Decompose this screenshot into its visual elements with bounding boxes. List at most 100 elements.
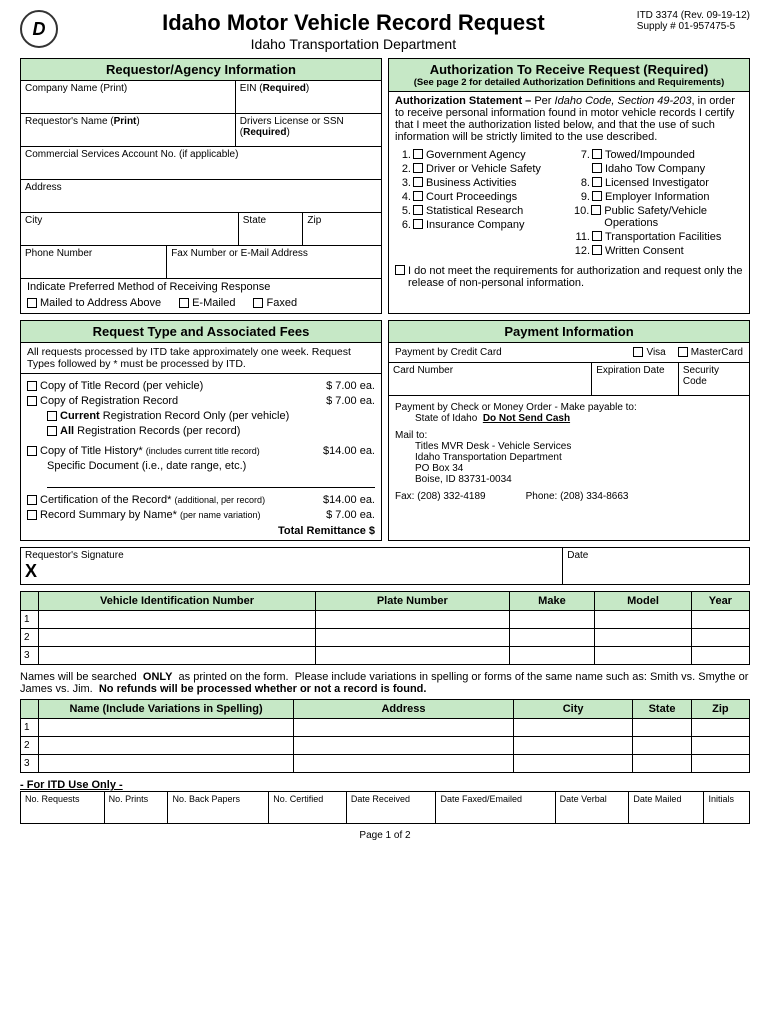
sig-label: Requestor's Signature bbox=[25, 550, 558, 561]
zip-label: Zip bbox=[307, 215, 321, 226]
addr-header: Address bbox=[294, 700, 514, 719]
state-input[interactable] bbox=[633, 755, 691, 773]
state-input[interactable] bbox=[633, 719, 691, 737]
faxed-option[interactable]: Faxed bbox=[253, 297, 297, 309]
make-header: Make bbox=[509, 592, 595, 611]
disclaimer-checkbox[interactable] bbox=[395, 265, 405, 275]
auth-checkbox[interactable] bbox=[592, 245, 602, 255]
auth-checkbox[interactable] bbox=[413, 163, 423, 173]
itd-received: Date Received bbox=[346, 792, 436, 824]
phone-number: Phone: (208) 334-8663 bbox=[526, 491, 629, 502]
supply-number: Supply # 01-957475-5 bbox=[637, 21, 750, 32]
plate-input[interactable] bbox=[316, 629, 510, 647]
addr-input[interactable] bbox=[294, 719, 514, 737]
city-header: City bbox=[513, 700, 633, 719]
total-remittance: Total Remittance $ bbox=[27, 525, 375, 537]
cc-label: Payment by Credit Card bbox=[395, 347, 633, 358]
row-num: 2 bbox=[21, 737, 39, 755]
name-label: Requestor's Name (Print) bbox=[25, 116, 140, 127]
make-input[interactable] bbox=[509, 611, 595, 629]
visa-option[interactable]: Visa bbox=[633, 347, 665, 358]
year-header: Year bbox=[691, 592, 749, 611]
dl-label: Drivers License or SSN (Required) bbox=[240, 116, 344, 138]
model-input[interactable] bbox=[595, 647, 691, 665]
authorization-section: Authorization To Receive Request (Requir… bbox=[388, 58, 750, 314]
date-label: Date bbox=[567, 550, 588, 561]
vehicle-table: Vehicle Identification Number Plate Numb… bbox=[20, 591, 750, 665]
cert-checkbox[interactable] bbox=[27, 495, 37, 505]
reg-record-checkbox[interactable] bbox=[27, 396, 37, 406]
make-input[interactable] bbox=[509, 629, 595, 647]
auth-title: Authorization To Receive Request (Requir… bbox=[430, 62, 709, 77]
all-reg-checkbox[interactable] bbox=[47, 426, 57, 436]
year-input[interactable] bbox=[691, 647, 749, 665]
auth-checkbox[interactable] bbox=[413, 191, 423, 201]
row-num: 2 bbox=[21, 629, 39, 647]
year-input[interactable] bbox=[691, 629, 749, 647]
title-record-checkbox[interactable] bbox=[27, 381, 37, 391]
vin-input[interactable] bbox=[39, 611, 316, 629]
form-header: D Idaho Motor Vehicle Record Request Ida… bbox=[20, 10, 750, 52]
summary-checkbox[interactable] bbox=[27, 510, 37, 520]
zip-input[interactable] bbox=[691, 755, 749, 773]
city-input[interactable] bbox=[513, 755, 633, 773]
itd-certified: No. Certified bbox=[269, 792, 347, 824]
page-number: Page 1 of 2 bbox=[20, 830, 750, 841]
itd-backpapers: No. Back Papers bbox=[168, 792, 269, 824]
model-header: Model bbox=[595, 592, 691, 611]
zip-input[interactable] bbox=[691, 737, 749, 755]
row-num: 1 bbox=[21, 719, 39, 737]
mailed-option[interactable]: Mailed to Address Above bbox=[27, 297, 161, 309]
plate-input[interactable] bbox=[316, 647, 510, 665]
city-input[interactable] bbox=[513, 719, 633, 737]
exp-date-label: Expiration Date bbox=[592, 363, 679, 395]
auth-checkbox[interactable] bbox=[592, 163, 602, 173]
year-input[interactable] bbox=[691, 611, 749, 629]
name-input[interactable] bbox=[39, 737, 294, 755]
state-label: State bbox=[243, 215, 266, 226]
auth-disclaimer: I do not meet the requirements for autho… bbox=[408, 265, 743, 289]
name-header: Name (Include Variations in Spelling) bbox=[39, 700, 294, 719]
state-input[interactable] bbox=[633, 737, 691, 755]
auth-checkbox[interactable] bbox=[413, 205, 423, 215]
specific-doc-input[interactable] bbox=[47, 474, 375, 488]
auth-checkbox[interactable] bbox=[413, 177, 423, 187]
auth-checkbox[interactable] bbox=[413, 219, 423, 229]
zip-input[interactable] bbox=[691, 719, 749, 737]
itd-initials: Initials bbox=[704, 792, 750, 824]
auth-checkbox[interactable] bbox=[592, 191, 602, 201]
fees-title: Request Type and Associated Fees bbox=[21, 321, 381, 343]
name-input[interactable] bbox=[39, 719, 294, 737]
auth-checkbox[interactable] bbox=[592, 231, 602, 241]
auth-checkbox[interactable] bbox=[591, 205, 601, 215]
name-table: Name (Include Variations in Spelling) Ad… bbox=[20, 699, 750, 773]
vin-header: Vehicle Identification Number bbox=[39, 592, 316, 611]
card-number-label: Card Number bbox=[389, 363, 592, 395]
mc-option[interactable]: MasterCard bbox=[678, 347, 743, 358]
auth-checkbox[interactable] bbox=[592, 177, 602, 187]
emailed-option[interactable]: E-Mailed bbox=[179, 297, 235, 309]
city-input[interactable] bbox=[513, 737, 633, 755]
fax-number: Fax: (208) 332-4189 bbox=[395, 491, 486, 502]
model-input[interactable] bbox=[595, 629, 691, 647]
model-input[interactable] bbox=[595, 611, 691, 629]
specific-doc-label: Specific Document (i.e., date range, etc… bbox=[47, 460, 375, 472]
itd-table: No. Requests No. Prints No. Back Papers … bbox=[20, 791, 750, 824]
vin-input[interactable] bbox=[39, 647, 316, 665]
requestor-section: Requestor/Agency Information Company Nam… bbox=[20, 58, 382, 314]
auth-checkbox[interactable] bbox=[592, 149, 602, 159]
plate-input[interactable] bbox=[316, 611, 510, 629]
itd-mailed: Date Mailed bbox=[629, 792, 704, 824]
sig-x[interactable]: X bbox=[25, 561, 558, 582]
current-reg-checkbox[interactable] bbox=[47, 411, 57, 421]
addr-input[interactable] bbox=[294, 755, 514, 773]
phone-label: Phone Number bbox=[25, 248, 92, 259]
addr-input[interactable] bbox=[294, 737, 514, 755]
sec-code-label: Security Code bbox=[679, 363, 749, 395]
vin-input[interactable] bbox=[39, 629, 316, 647]
name-input[interactable] bbox=[39, 755, 294, 773]
title-history-checkbox[interactable] bbox=[27, 446, 37, 456]
address-label: Address bbox=[25, 182, 62, 193]
make-input[interactable] bbox=[509, 647, 595, 665]
auth-checkbox[interactable] bbox=[413, 149, 423, 159]
